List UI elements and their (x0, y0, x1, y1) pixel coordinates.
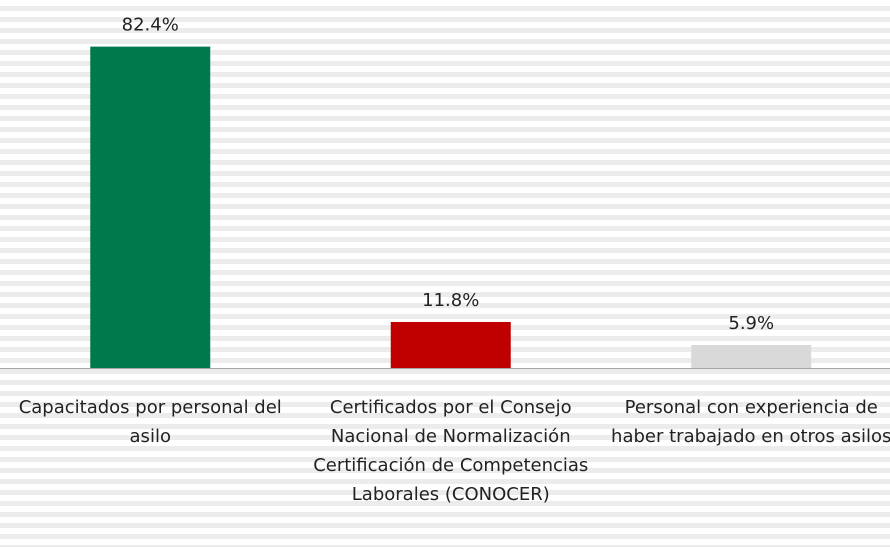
x-tick-label: Certificados por el Consejo Nacional de … (313, 397, 589, 505)
value-label: 11.8% (422, 290, 479, 311)
x-tick-label: Capacitados por personal del asilo (18, 397, 282, 447)
x-tick-label: Personal con experiencia de haber trabaj… (611, 397, 890, 447)
value-label: 82.4% (122, 15, 179, 36)
bar (691, 344, 812, 368)
bar (390, 321, 511, 368)
value-label: 5.9% (728, 313, 774, 334)
bar (90, 46, 211, 368)
